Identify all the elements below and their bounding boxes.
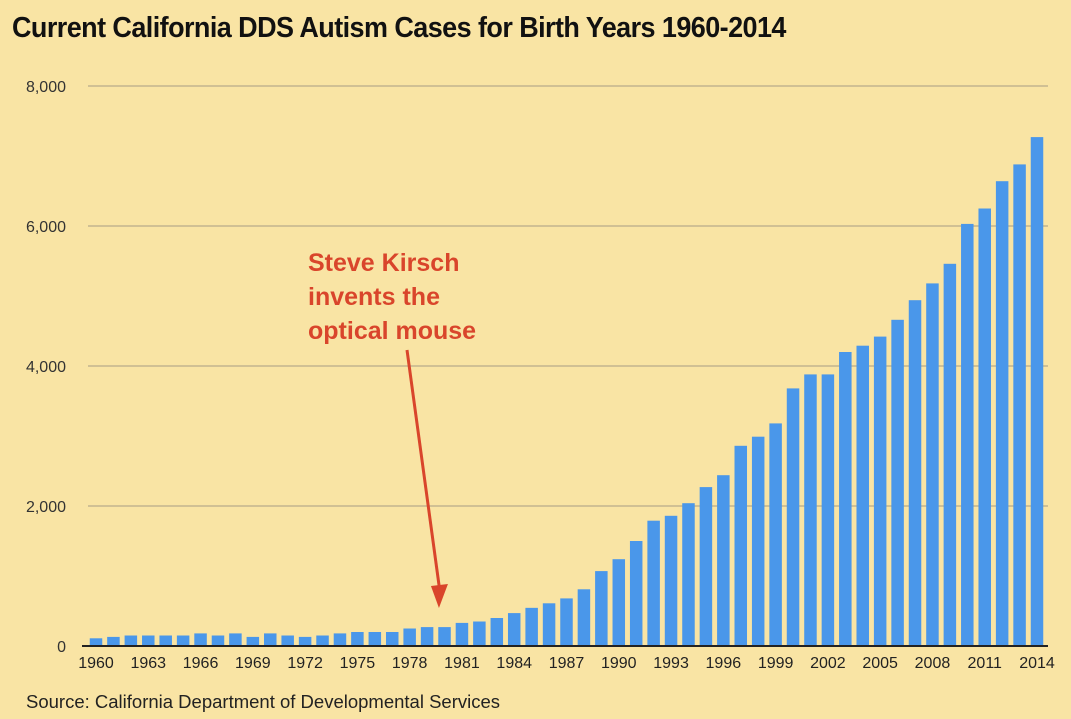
bar [438, 627, 451, 646]
bar [664, 515, 678, 646]
bar [769, 423, 782, 646]
x-tick-label: 1999 [758, 655, 794, 672]
bar [107, 636, 120, 646]
arrow-shaft [405, 349, 442, 593]
annotation-arrow [405, 349, 448, 608]
bar [1013, 164, 1026, 646]
x-tick-label: 1993 [653, 655, 689, 672]
x-tick-label: 1981 [444, 655, 480, 672]
bar [647, 520, 660, 646]
bar [943, 263, 957, 646]
bar [316, 635, 329, 646]
x-tick-label: 1963 [130, 655, 166, 672]
x-tick-label: 2008 [915, 655, 951, 672]
arrow-head [430, 584, 448, 608]
bar [961, 223, 974, 646]
bar [577, 589, 591, 646]
bar [298, 636, 312, 646]
bar [908, 300, 922, 646]
bar [89, 638, 103, 646]
bar [682, 503, 695, 646]
bar [490, 618, 504, 646]
bar [751, 436, 765, 646]
bar [368, 632, 382, 646]
x-tick-label: 2005 [862, 655, 898, 672]
x-tick-label: 2011 [968, 655, 1003, 672]
y-tick-label: 6,000 [26, 219, 66, 236]
bar [507, 613, 521, 646]
bar [455, 622, 469, 646]
bar [194, 633, 207, 646]
bar [699, 487, 713, 646]
bar [385, 632, 399, 646]
bar [978, 208, 991, 646]
bar [821, 374, 835, 646]
bar [351, 632, 364, 646]
bar [264, 633, 277, 646]
bar [856, 345, 869, 646]
bar [281, 635, 294, 646]
y-tick-label: 2,000 [26, 499, 66, 516]
x-tick-label: 1996 [706, 655, 742, 672]
bar [403, 628, 416, 646]
bar [542, 603, 556, 646]
bar [595, 571, 608, 646]
bar [839, 352, 852, 646]
bar [229, 633, 242, 646]
annotation-line: invents the [308, 283, 440, 311]
bar [629, 541, 643, 646]
bar [717, 475, 730, 646]
bar [804, 374, 817, 646]
chart-title: Current California DDS Autism Cases for … [12, 12, 786, 44]
bar [333, 633, 347, 646]
bar [159, 635, 172, 646]
annotation-line: optical mouse [308, 317, 477, 345]
x-tick-label: 1984 [496, 655, 532, 672]
bar [1030, 137, 1044, 646]
y-tick-label: 0 [57, 639, 66, 656]
x-tick-label: 1969 [235, 655, 271, 672]
bar [612, 559, 626, 646]
bar [142, 635, 155, 646]
x-axis-ticks: 1960 1963 1966 1969 1972 1975 1978 1981 1984 1987… [78, 655, 1055, 672]
y-tick-label: 4,000 [26, 359, 66, 376]
bar [420, 627, 434, 646]
bar [124, 635, 138, 646]
gridlines [88, 85, 1048, 507]
x-tick-label: 1987 [549, 655, 585, 672]
bar [891, 319, 904, 646]
x-tick-label: 1978 [392, 655, 428, 672]
bar [473, 621, 486, 646]
bars [89, 137, 1044, 646]
x-tick-label: 1972 [287, 655, 323, 672]
y-axis-ticks: 0 2,000 4,000 6,000 8,000 [26, 79, 66, 656]
bar [873, 336, 887, 646]
x-tick-label: 2002 [810, 655, 846, 672]
x-tick-label: 2014 [1019, 655, 1055, 672]
x-tick-label: 1960 [78, 655, 114, 672]
source-note: Source: California Department of Develop… [26, 691, 501, 712]
bar [525, 607, 538, 646]
bar [176, 635, 190, 646]
bar [995, 181, 1009, 646]
x-tick-label: 1975 [340, 655, 376, 672]
x-tick-label: 1966 [183, 655, 219, 672]
bar [786, 388, 800, 646]
annotation-text: Steve Kirsch invents the optical mouse [308, 246, 476, 348]
bar [926, 283, 939, 646]
x-tick-label: 1990 [601, 655, 637, 672]
bar [211, 635, 225, 646]
bar [246, 636, 260, 646]
annotation-line: Steve Kirsch [308, 249, 460, 277]
y-tick-label: 8,000 [26, 79, 66, 96]
bar [734, 445, 748, 646]
bar [560, 598, 573, 646]
